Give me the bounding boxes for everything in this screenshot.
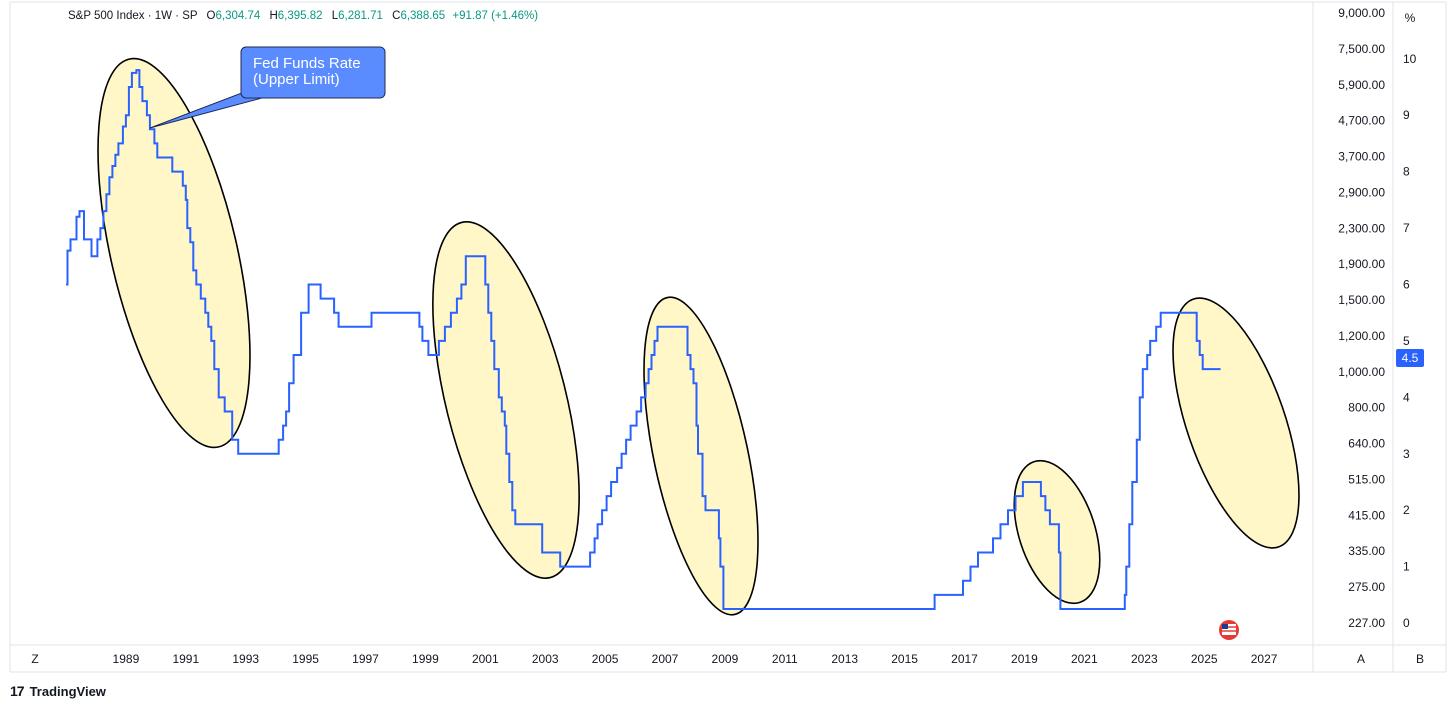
x-tick-label: 1989: [113, 652, 140, 666]
change-value: +91.87 (+1.46%): [452, 10, 539, 22]
highlight-ellipse: [1172, 297, 1300, 549]
high-value: 6,395.82: [277, 10, 323, 22]
highlight-ellipses: [97, 57, 1300, 616]
percent-tick-label: 6: [1403, 278, 1410, 292]
x-tick-label: 1999: [412, 652, 439, 666]
price-tick-label: 335.00: [1348, 544, 1385, 558]
price-tick-label: 9,000.00: [1338, 6, 1385, 20]
price-tick-label: 800.00: [1348, 401, 1385, 415]
tradingview-logo-icon: 17: [10, 683, 25, 699]
tradingview-footer[interactable]: 17 TradingView: [10, 683, 106, 699]
price-tick-label: 4,700.00: [1338, 114, 1385, 128]
percent-unit-label: %: [1405, 11, 1416, 25]
price-tick-label: 2,900.00: [1338, 185, 1385, 199]
x-tick-label: 2025: [1191, 652, 1218, 666]
x-tick-label: 2019: [1011, 652, 1038, 666]
x-tick-label: 2009: [712, 652, 739, 666]
us-flag-icon[interactable]: [1219, 620, 1239, 640]
x-tick-label: 2027: [1251, 652, 1278, 666]
percent-tick-label: 8: [1403, 165, 1410, 179]
open-label: O: [206, 10, 216, 22]
low-label: L: [331, 10, 339, 22]
fed-funds-callout: Fed Funds Rate (Upper Limit): [149, 46, 386, 129]
price-tick-label: 275.00: [1348, 580, 1385, 594]
x-tick-label: 2007: [652, 652, 679, 666]
x-tick-label: 2003: [532, 652, 559, 666]
callout-text: Fed Funds Rate (Upper Limit): [253, 55, 361, 88]
callout-box: [240, 46, 386, 99]
x-tick-label: 2001: [472, 652, 499, 666]
highlight-ellipse: [1013, 459, 1101, 605]
symbol-title: S&P 500 Index · 1W · SP: [68, 10, 198, 22]
price-tick-label: 7,500.00: [1338, 42, 1385, 56]
high-label: H: [269, 10, 278, 22]
highlight-ellipse: [97, 57, 251, 449]
price-tick-label: 3,700.00: [1338, 150, 1385, 164]
time-axis[interactable]: 1989 1991 1993 1995 1997 1999 2001 2003 2005 2007…: [113, 652, 1278, 666]
highlight-ellipse: [643, 296, 759, 616]
percent-tick-label: 1: [1403, 560, 1410, 574]
percent-tick-label: 4: [1403, 390, 1410, 404]
open-value: 6,304.74: [215, 10, 261, 22]
price-tick-label: 1,900.00: [1338, 257, 1385, 271]
close-value: 6,388.65: [400, 10, 446, 22]
price-tick-label: 640.00: [1348, 437, 1385, 451]
percent-tick-label: 0: [1403, 616, 1410, 630]
x-tick-label: 2011: [772, 652, 798, 666]
callout-line: (Upper Limit): [253, 71, 340, 88]
log-scale-button[interactable]: B: [1416, 652, 1424, 666]
price-tick-label: 415.00: [1348, 508, 1385, 522]
fed-funds-rate-line[interactable]: [66, 69, 1221, 610]
price-tick-label: 1,200.00: [1338, 329, 1385, 343]
scale-zoom-button[interactable]: Z: [31, 652, 38, 666]
percent-tick-label: 3: [1403, 447, 1410, 461]
x-tick-label: 2021: [1071, 652, 1098, 666]
last-value-badge: 4.5: [1396, 349, 1424, 367]
auto-scale-button[interactable]: A: [1357, 652, 1365, 666]
low-value: 6,281.71: [338, 10, 383, 22]
price-tick-label: 227.00: [1348, 616, 1385, 630]
highlight-ellipse: [432, 221, 580, 579]
price-tick-label: 2,300.00: [1338, 221, 1385, 235]
percent-tick-label: 5: [1403, 334, 1410, 348]
percent-tick-label: 10: [1403, 52, 1417, 66]
last-value-label: 4.5: [1402, 351, 1419, 365]
x-tick-label: 2023: [1131, 652, 1158, 666]
x-tick-label: 2005: [592, 652, 619, 666]
percent-tick-label: 2: [1403, 503, 1410, 517]
x-tick-label: 1997: [352, 652, 379, 666]
price-tick-label: 5,900.00: [1338, 78, 1385, 92]
percent-tick-label: 9: [1403, 108, 1410, 122]
x-tick-label: 1993: [232, 652, 259, 666]
symbol-legend[interactable]: S&P 500 Index · 1W · SP O6,304.74 H6,395…: [68, 10, 538, 22]
percent-tick-label: 7: [1403, 221, 1410, 235]
price-tick-label: 1,000.00: [1338, 365, 1385, 379]
x-tick-label: 1995: [292, 652, 319, 666]
close-label: C: [392, 10, 401, 22]
price-tick-label: 1,500.00: [1338, 293, 1385, 307]
x-tick-label: 2017: [951, 652, 978, 666]
x-tick-label: 1991: [172, 652, 199, 666]
price-tick-label: 515.00: [1348, 473, 1385, 487]
x-tick-label: 2013: [831, 652, 858, 666]
tradingview-brand: TradingView: [29, 683, 106, 699]
callout-line: Fed Funds Rate: [253, 55, 361, 72]
price-axis[interactable]: 9,000.00 7,500.00 5,900.00 4,700.00 3,700.00…: [1338, 6, 1385, 630]
last-value-box: [1396, 349, 1424, 367]
x-tick-label: 2015: [891, 652, 918, 666]
